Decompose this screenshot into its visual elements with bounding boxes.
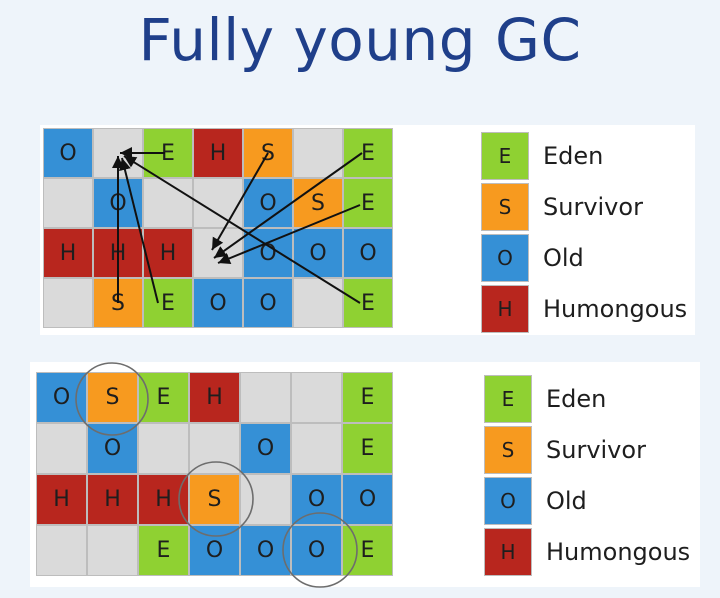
region-cell: O — [240, 423, 291, 474]
region-cell — [43, 278, 93, 328]
legend-item: H Humongous — [481, 283, 687, 334]
region-cell — [293, 278, 343, 328]
legend-item: O Old — [481, 232, 687, 283]
region-cell: O — [243, 228, 293, 278]
region-cell: O — [343, 228, 393, 278]
region-cell: H — [143, 228, 193, 278]
region-cell — [36, 525, 87, 576]
region-cell: S — [243, 128, 293, 178]
region-cell: O — [193, 278, 243, 328]
region-cell: H — [193, 128, 243, 178]
region-cell: E — [138, 372, 189, 423]
region-cell — [193, 228, 243, 278]
legend-item: S Survivor — [484, 424, 690, 475]
region-cell — [291, 423, 342, 474]
region-cell — [240, 372, 291, 423]
legend-item: O Old — [484, 475, 690, 526]
region-cell — [293, 128, 343, 178]
region-cell — [93, 128, 143, 178]
legend-item: E Eden — [484, 373, 690, 424]
region-cell: E — [342, 525, 393, 576]
region-cell — [36, 423, 87, 474]
legend-item: H Humongous — [484, 526, 690, 577]
region-cell: S — [293, 178, 343, 228]
region-cell: E — [342, 423, 393, 474]
legend-label: Survivor — [543, 192, 643, 221]
region-cell: O — [291, 474, 342, 525]
region-cell: E — [343, 178, 393, 228]
region-cell — [291, 372, 342, 423]
region-cell: S — [87, 372, 138, 423]
region-cell: H — [36, 474, 87, 525]
region-cell — [87, 525, 138, 576]
region-cell: O — [93, 178, 143, 228]
region-cell: E — [342, 372, 393, 423]
region-cell — [138, 423, 189, 474]
region-cell: O — [291, 525, 342, 576]
region-cell: O — [243, 178, 293, 228]
legend-label: Survivor — [546, 435, 646, 464]
legend-swatch: O — [481, 233, 529, 282]
region-cell — [43, 178, 93, 228]
legend-swatch: E — [481, 131, 529, 180]
region-cell: O — [43, 128, 93, 178]
region-cell: S — [189, 474, 240, 525]
legend-label: Old — [546, 486, 587, 515]
region-cell: O — [87, 423, 138, 474]
region-cell: O — [243, 278, 293, 328]
legend-swatch: O — [484, 476, 532, 525]
legend-item: S Survivor — [481, 181, 687, 232]
legend-swatch: E — [484, 374, 532, 423]
region-cell: E — [143, 128, 193, 178]
top-legend: E Eden S Survivor O Old H Humongous — [481, 130, 687, 334]
region-cell: H — [138, 474, 189, 525]
legend-label: Old — [543, 243, 584, 272]
legend-swatch: S — [484, 425, 532, 474]
region-cell — [189, 423, 240, 474]
region-cell — [240, 474, 291, 525]
bottom-legend: E Eden S Survivor O Old H Humongous — [484, 373, 690, 577]
region-cell: E — [343, 128, 393, 178]
region-cell: S — [93, 278, 143, 328]
legend-label: Humongous — [543, 294, 688, 323]
region-cell: H — [87, 474, 138, 525]
region-cell: H — [43, 228, 93, 278]
region-cell: E — [343, 278, 393, 328]
legend-swatch: S — [481, 182, 529, 231]
region-cell: E — [143, 278, 193, 328]
region-cell: H — [189, 372, 240, 423]
region-cell: O — [36, 372, 87, 423]
legend-label: Humongous — [546, 537, 691, 566]
region-cell: O — [189, 525, 240, 576]
region-cell: E — [138, 525, 189, 576]
legend-swatch: H — [481, 284, 529, 333]
region-cell: O — [342, 474, 393, 525]
region-cell: H — [93, 228, 143, 278]
legend-label: Eden — [543, 141, 604, 170]
legend-label: Eden — [546, 384, 607, 413]
region-cell — [143, 178, 193, 228]
region-cell — [193, 178, 243, 228]
legend-item: E Eden — [481, 130, 687, 181]
legend-swatch: H — [484, 527, 532, 576]
slide-title: Fully young GC — [138, 6, 582, 74]
region-cell: O — [240, 525, 291, 576]
region-cell: O — [293, 228, 343, 278]
